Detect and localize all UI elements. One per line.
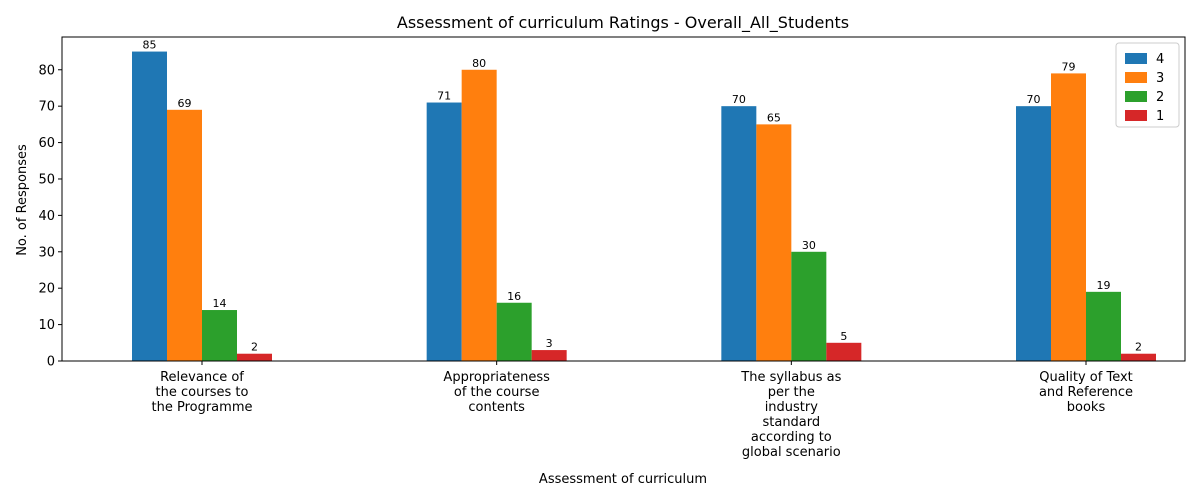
x-tick-label-line: per the <box>768 385 815 400</box>
bar-series-1-cat-2 <box>826 342 862 361</box>
x-tick-label-line: standard <box>762 415 820 430</box>
legend-swatch-3 <box>1125 72 1147 83</box>
x-tick-label-line: industry <box>765 400 819 415</box>
bar-series-4-cat-0 <box>132 51 167 361</box>
data-label-series-2-cat-3: 19 <box>1097 279 1111 292</box>
legend-label-4: 4 <box>1156 52 1164 67</box>
bar-series-2-cat-0 <box>202 310 237 361</box>
data-label-series-1-cat-0: 2 <box>251 341 258 354</box>
bar-series-3-cat-0 <box>167 109 202 361</box>
data-label-series-1-cat-1: 3 <box>546 337 553 350</box>
bar-series-2-cat-3 <box>1086 291 1121 361</box>
x-tick-label-line: of the course <box>454 385 540 400</box>
data-label-series-3-cat-3: 79 <box>1062 60 1076 73</box>
legend-label-1: 1 <box>1156 109 1164 124</box>
x-tick-label-line: Quality of Text <box>1039 370 1133 385</box>
data-label-series-3-cat-2: 65 <box>767 111 781 124</box>
x-tick-label-line: books <box>1067 400 1106 415</box>
bar-series-4-cat-1 <box>426 102 462 362</box>
x-tick-label-line: Appropriateness <box>443 370 550 385</box>
y-tick-label: 70 <box>38 100 55 115</box>
bar-series-2-cat-1 <box>496 302 532 361</box>
bar-series-2-cat-2 <box>791 251 827 361</box>
data-label-series-3-cat-1: 80 <box>472 57 486 70</box>
x-tick-label-line: Relevance of <box>160 370 244 385</box>
data-label-series-2-cat-0: 14 <box>213 297 227 310</box>
legend-swatch-4 <box>1125 53 1147 64</box>
x-tick-label-line: the Programme <box>152 400 253 415</box>
y-axis-title: No. of Responses <box>15 144 30 256</box>
legend-swatch-1 <box>1125 110 1147 121</box>
y-tick-label: 20 <box>38 282 55 297</box>
bar-series-3-cat-3 <box>1051 73 1086 362</box>
x-tick-label-line: contents <box>468 400 525 415</box>
x-tick-label-3: Quality of Text and Reference books <box>1039 370 1133 415</box>
bar-series-1-cat-0 <box>237 353 272 361</box>
x-tick-label-line: The syllabus as <box>740 370 841 385</box>
x-tick-label-0: Relevance of the courses to the Programme <box>152 370 253 415</box>
y-tick-label: 50 <box>38 172 55 187</box>
y-tick-label: 0 <box>47 355 55 370</box>
y-tick-label: 80 <box>38 63 55 78</box>
data-label-series-1-cat-2: 5 <box>840 330 847 343</box>
x-tick-label-line: global scenario <box>742 445 841 460</box>
y-tick-label: 60 <box>38 136 55 151</box>
axes-frame <box>61 36 1186 362</box>
x-tick-label-line: the courses to <box>156 385 249 400</box>
y-tick-label: 10 <box>38 318 55 333</box>
x-tick-label-2: The syllabus as per the industry standard ac… <box>740 370 841 460</box>
chart-title: Assessment of curriculum Ratings - Overa… <box>397 13 849 33</box>
x-tick-label-1: Appropriateness of the course contents <box>443 370 550 415</box>
legend-label-2: 2 <box>1156 90 1164 105</box>
data-label-series-1-cat-3: 2 <box>1135 341 1142 354</box>
bar-series-4-cat-3 <box>1016 106 1051 361</box>
data-label-series-2-cat-2: 30 <box>802 239 816 252</box>
x-tick-label-line: and Reference <box>1039 385 1133 400</box>
bar-series-3-cat-1 <box>461 69 497 362</box>
x-axis-title: Assessment of curriculum <box>539 472 707 487</box>
bar-series-1-cat-1 <box>531 350 567 361</box>
legend-swatch-2 <box>1125 91 1147 102</box>
data-label-series-4-cat-3: 70 <box>1027 93 1041 106</box>
x-tick-label-line: according to <box>751 430 832 445</box>
data-label-series-4-cat-2: 70 <box>732 93 746 106</box>
data-label-series-2-cat-1: 16 <box>507 290 521 303</box>
bar-series-3-cat-2 <box>756 124 792 361</box>
legend-label-3: 3 <box>1156 71 1164 86</box>
data-label-series-4-cat-1: 71 <box>437 90 451 103</box>
bar-series-1-cat-3 <box>1121 353 1156 361</box>
legend: 4 3 2 1 <box>1115 42 1180 128</box>
bar-series-4-cat-2 <box>721 106 757 361</box>
data-label-series-3-cat-0: 69 <box>178 97 192 110</box>
y-tick-label: 40 <box>38 209 55 224</box>
y-tick-label: 30 <box>38 245 55 260</box>
data-label-series-4-cat-0: 85 <box>143 39 157 52</box>
